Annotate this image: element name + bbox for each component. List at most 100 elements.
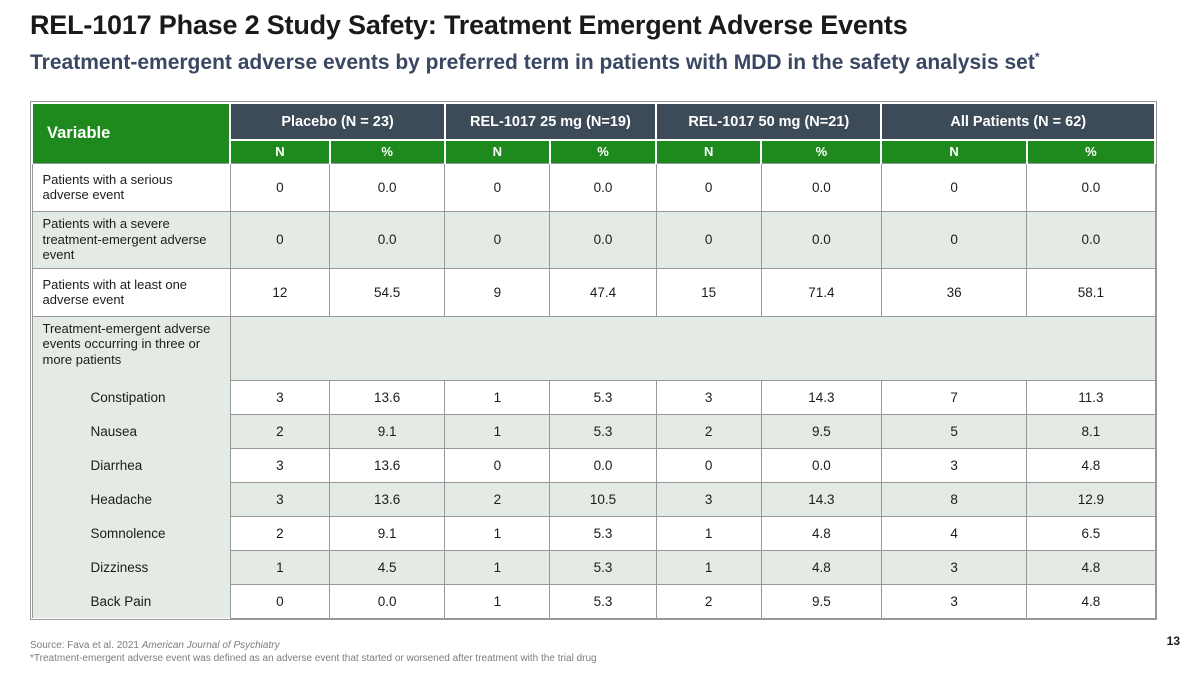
cell-value: 0 <box>655 210 762 269</box>
cell-value: 36 <box>880 267 1028 317</box>
cell-value: 13.6 <box>329 447 446 483</box>
cell-value: 2 <box>655 413 762 449</box>
cell-value: 4.8 <box>760 515 882 551</box>
cell-value: 0.0 <box>329 583 446 619</box>
cell-value: 1 <box>229 549 331 585</box>
slide-title: REL-1017 Phase 2 Study Safety: Treatment… <box>30 10 908 40</box>
column-header-rel1017-50mg: REL-1017 50 mg (N=21) <box>655 102 883 141</box>
table-row: Patients with a serious adverse event 0 0.… <box>31 162 1156 212</box>
subheader-all-n: N <box>880 139 1028 164</box>
cell-value: 3 <box>229 481 331 517</box>
table-body: Patients with a serious adverse event 0 0.… <box>31 162 1156 619</box>
cell-value: 8 <box>880 481 1028 517</box>
cell-value: 0.0 <box>549 210 657 269</box>
header-group-row: Variable Placebo (N = 23) REL-1017 25 mg… <box>30 102 1156 164</box>
cell-value: 9.1 <box>329 413 446 449</box>
cell-value: 6.5 <box>1026 515 1156 551</box>
subheader-50mg-n: N <box>655 139 763 164</box>
row-label: Headache <box>31 482 231 516</box>
row-label: Back Pain <box>31 584 231 618</box>
cell-value: 0.0 <box>1026 210 1156 269</box>
cell-value: 15 <box>655 267 762 317</box>
subheader-50mg-pct: % <box>760 139 883 164</box>
table-row: Dizziness 1 4.5 1 5.3 1 4.8 3 4.8 <box>31 549 1156 585</box>
subtitle-footnote-marker: * <box>1034 50 1040 64</box>
cell-value: 9 <box>444 267 551 317</box>
cell-value: 71.4 <box>760 267 882 317</box>
cell-value: 0.0 <box>329 162 446 212</box>
cell-value: 5.3 <box>549 379 657 415</box>
section-band <box>229 315 1156 381</box>
table-row: Treatment-emergent adverse events occurr… <box>31 315 1156 381</box>
cell-value: 3 <box>880 447 1028 483</box>
page-number: 13 <box>1166 634 1180 648</box>
subheader-placebo-n: N <box>229 139 331 164</box>
cell-value: 0 <box>444 447 551 483</box>
row-label: Dizziness <box>31 550 231 584</box>
cell-value: 0.0 <box>549 447 657 483</box>
cell-value: 5 <box>880 413 1028 449</box>
cell-value: 5.3 <box>549 413 657 449</box>
cell-value: 11.3 <box>1026 379 1156 415</box>
row-label: Patients with at least one adverse event <box>31 267 231 317</box>
cell-value: 0.0 <box>760 162 882 212</box>
table-row: Somnolence 2 9.1 1 5.3 1 4.8 4 6.5 <box>31 515 1156 551</box>
cell-value: 47.4 <box>549 267 657 317</box>
cell-value: 0 <box>444 210 551 269</box>
cell-value: 0 <box>880 162 1028 212</box>
cell-value: 0 <box>655 447 762 483</box>
cell-value: 0.0 <box>549 162 657 212</box>
cell-value: 1 <box>655 515 762 551</box>
row-label: Somnolence <box>31 516 231 550</box>
row-label: Diarrhea <box>31 448 231 482</box>
cell-value: 3 <box>880 549 1028 585</box>
cell-value: 3 <box>229 379 331 415</box>
cell-value: 4 <box>880 515 1028 551</box>
subheader-25mg-pct: % <box>548 139 658 164</box>
cell-value: 1 <box>444 549 551 585</box>
subheader-placebo-pct: % <box>328 139 446 164</box>
cell-value: 9.5 <box>760 583 882 619</box>
cell-value: 0 <box>655 162 762 212</box>
cell-value: 0.0 <box>1026 162 1156 212</box>
cell-value: 13.6 <box>329 379 446 415</box>
cell-value: 3 <box>655 481 762 517</box>
section-row-label: Treatment-emergent adverse events occurr… <box>31 315 231 380</box>
cell-value: 3 <box>229 447 331 483</box>
column-header-rel1017-25mg: REL-1017 25 mg (N=19) <box>443 102 658 141</box>
cell-value: 0 <box>444 162 551 212</box>
subheader-all-pct: % <box>1025 139 1157 164</box>
subtitle-text: Treatment-emergent adverse events by pre… <box>30 51 1035 74</box>
cell-value: 5.3 <box>549 549 657 585</box>
cell-value: 54.5 <box>329 267 446 317</box>
cell-value: 12 <box>229 267 331 317</box>
cell-value: 4.5 <box>329 549 446 585</box>
row-label: Nausea <box>31 414 231 448</box>
cell-value: 0 <box>229 583 331 619</box>
row-label: Patients with a serious adverse event <box>31 162 231 212</box>
cell-value: 1 <box>655 549 762 585</box>
table-row: Nausea 2 9.1 1 5.3 2 9.5 5 8.1 <box>31 413 1156 449</box>
cell-value: 13.6 <box>329 481 446 517</box>
cell-value: 4.8 <box>1026 583 1156 619</box>
adverse-events-table: Variable Placebo (N = 23) REL-1017 25 mg… <box>30 101 1157 620</box>
table-row: Back Pain 0 0.0 1 5.3 2 9.5 3 4.8 <box>31 583 1156 619</box>
cell-value: 1 <box>444 583 551 619</box>
cell-value: 0 <box>229 162 331 212</box>
row-label: Constipation <box>31 380 231 414</box>
cell-value: 9.5 <box>760 413 882 449</box>
cell-value: 1 <box>444 413 551 449</box>
cell-value: 9.1 <box>329 515 446 551</box>
cell-value: 14.3 <box>760 481 882 517</box>
cell-value: 1 <box>444 379 551 415</box>
cell-value: 2 <box>655 583 762 619</box>
cell-value: 7 <box>880 379 1028 415</box>
cell-value: 2 <box>229 515 331 551</box>
cell-value: 5.3 <box>549 583 657 619</box>
subheader-25mg-n: N <box>443 139 551 164</box>
cell-value: 4.8 <box>1026 447 1156 483</box>
source-prefix: Source: Fava et al. 2021 <box>30 640 142 651</box>
cell-value: 0.0 <box>760 210 882 269</box>
column-header-all-patients: All Patients (N = 62) <box>880 102 1156 141</box>
